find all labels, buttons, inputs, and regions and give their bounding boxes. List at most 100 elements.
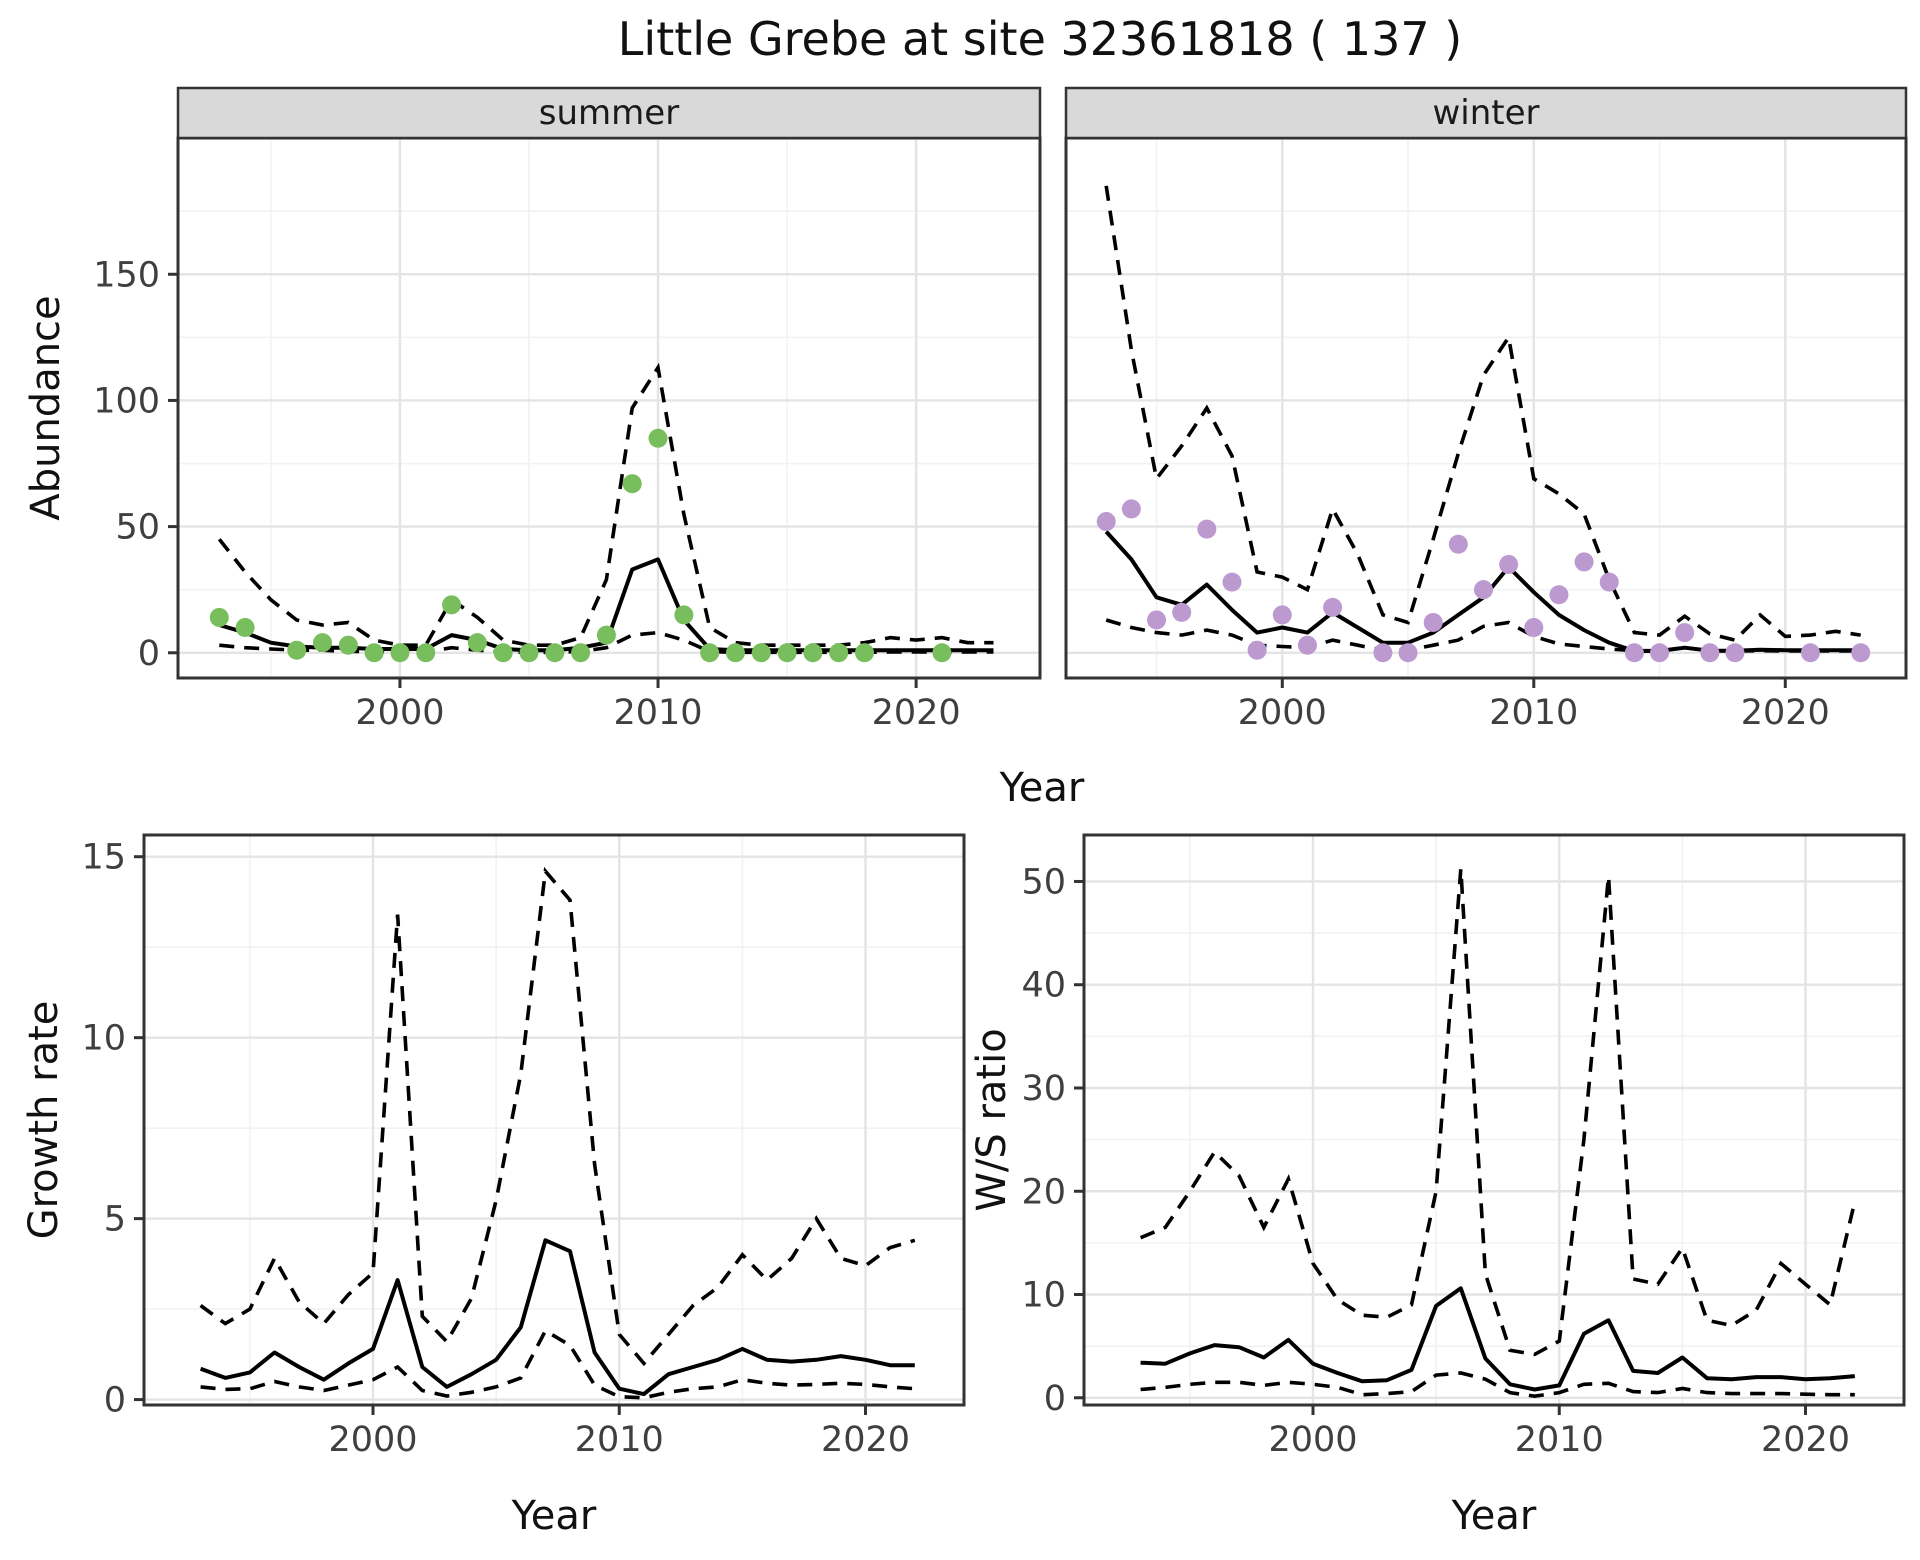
ws-panel-border — [1082, 833, 1906, 1407]
winter-observed-point — [1851, 643, 1871, 663]
summer-grid — [178, 138, 1040, 678]
growth-y-tick-label: 15 — [81, 838, 126, 878]
summer-observed-point — [313, 633, 333, 653]
summer-observed-point — [209, 607, 229, 627]
summer-observed-point — [442, 595, 462, 615]
ws-upper-ci-line — [1139, 868, 1857, 1357]
winter-facet-strip — [1064, 86, 1908, 140]
summer-observed-point — [751, 643, 771, 663]
summer-observed-point — [596, 625, 616, 645]
winter-observed-point — [1650, 643, 1670, 663]
ws-x-tick-label: 2020 — [1761, 1420, 1850, 1460]
growth-x-tick-label: 2010 — [575, 1420, 664, 1460]
winter-observed-point — [1147, 610, 1167, 630]
summer-y-tick-label: 150 — [93, 255, 160, 295]
winter-observed-point — [1121, 499, 1141, 519]
winter-observed-point — [1323, 597, 1343, 617]
summer-observed-point — [648, 428, 668, 448]
summer-observed-point — [467, 633, 487, 653]
summer-observed-point — [545, 643, 565, 663]
winter-observed-point — [1247, 640, 1267, 660]
winter-observed-point — [1549, 585, 1569, 605]
winter-observed-point — [1624, 643, 1644, 663]
growth-x-tick-label: 2000 — [328, 1420, 417, 1460]
summer-observed-point — [416, 643, 436, 663]
summer-observed-point — [700, 643, 720, 663]
growth-grid — [144, 835, 964, 1405]
winter-observed-point — [1725, 643, 1745, 663]
summer-observed-point — [777, 643, 797, 663]
page-title: Little Grebe at site 32361818 ( 137 ) — [617, 12, 1463, 66]
growth-upper-ci-line — [199, 866, 916, 1367]
winter-grid — [1066, 138, 1906, 678]
winter-observed-point — [1096, 512, 1116, 532]
winter-x-tick-label: 2020 — [1741, 693, 1830, 733]
ws-axis-ticks: 2000 2010 2020 0 10 20 30 40 50 — [1021, 862, 1850, 1460]
summer-panel-background — [178, 138, 1040, 678]
ws-y-tick-label: 40 — [1021, 966, 1066, 1006]
summer-observed-points — [209, 428, 952, 663]
x-axis-title-year-growth: Year — [511, 1493, 597, 1539]
growth-y-tick-label: 5 — [104, 1200, 126, 1240]
summer-observed-point — [725, 643, 745, 663]
winter-observed-point — [1423, 612, 1443, 632]
winter-x-tick-label: 2000 — [1238, 693, 1327, 733]
winter-observed-point — [1297, 635, 1317, 655]
winter-observed-point — [1272, 605, 1292, 625]
summer-observed-point — [364, 643, 384, 663]
winter-observed-point — [1700, 643, 1720, 663]
summer-observed-point — [803, 643, 823, 663]
summer-x-tick-label: 2020 — [872, 693, 961, 733]
summer-x-tick-label: 2000 — [355, 693, 444, 733]
winter-observed-point — [1574, 552, 1594, 572]
summer-observed-point — [287, 640, 307, 660]
ws-y-tick-label: 50 — [1021, 862, 1066, 902]
summer-observed-point — [674, 605, 694, 625]
ws-fitted-line — [1140, 1286, 1855, 1392]
panel-growth: 2000 2010 2020 0 5 10 15 — [81, 833, 966, 1460]
y-axis-title-growth-rate: Growth rate — [21, 1000, 67, 1240]
summer-y-tick-label: 0 — [138, 634, 160, 674]
panel-winter: 2000 2010 2020 — [1064, 86, 1908, 733]
summer-facet-strip — [176, 86, 1042, 140]
summer-observed-point — [519, 643, 539, 663]
ws-grid — [1084, 835, 1904, 1405]
ws-x-tick-label: 2010 — [1515, 1420, 1604, 1460]
summer-observed-point — [390, 643, 410, 663]
ws-y-tick-label: 0 — [1044, 1379, 1066, 1419]
growth-y-tick-label: 10 — [81, 1019, 126, 1059]
growth-y-tick-label: 0 — [104, 1381, 126, 1421]
winter-observed-point — [1599, 572, 1619, 592]
winter-lower-ci-line — [1105, 618, 1861, 653]
ws-lower-ci-line — [1140, 1371, 1855, 1399]
summer-observed-point — [338, 635, 358, 655]
summer-axis-ticks: 2000 2010 2020 0 50 100 150 — [93, 255, 960, 733]
winter-observed-point — [1800, 643, 1820, 663]
y-axis-title-ws-ratio: W/S ratio — [969, 1028, 1015, 1212]
summer-observed-point — [571, 643, 591, 663]
winter-observed-points — [1096, 499, 1871, 663]
x-axis-title-year-top: Year — [999, 765, 1085, 811]
ws-x-tick-label: 2000 — [1268, 1420, 1357, 1460]
ws-y-tick-label: 20 — [1021, 1172, 1066, 1212]
growth-fitted-line — [199, 1238, 915, 1397]
x-axis-title-year-ws: Year — [1451, 1493, 1537, 1539]
winter-observed-point — [1675, 623, 1695, 643]
summer-observed-point — [493, 643, 513, 663]
summer-observed-point — [829, 643, 849, 663]
facet-strip-label-summer: summer — [538, 93, 680, 133]
ws-panel-background — [1084, 835, 1904, 1405]
winter-observed-point — [1499, 554, 1519, 574]
winter-axis-ticks: 2000 2010 2020 — [1238, 678, 1830, 733]
summer-observed-point — [235, 618, 255, 638]
winter-observed-point — [1398, 643, 1418, 663]
growth-axis-ticks: 2000 2010 2020 0 5 10 15 — [81, 838, 910, 1460]
summer-x-tick-label: 2010 — [613, 693, 702, 733]
winter-observed-point — [1448, 534, 1468, 554]
winter-observed-point — [1473, 580, 1493, 600]
ws-y-tick-label: 30 — [1021, 1069, 1066, 1109]
winter-upper-ci-line — [1104, 185, 1861, 643]
facet-strip-label-winter: winter — [1432, 93, 1540, 133]
